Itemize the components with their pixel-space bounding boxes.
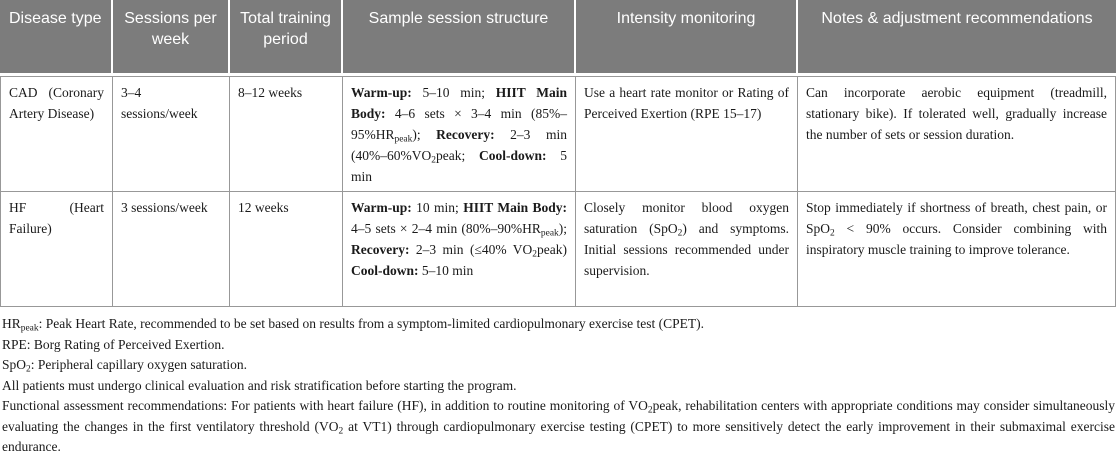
cell-disease-type: HF (Heart Failure) (0, 192, 113, 307)
footnote: Functional assessment recommendations: F… (2, 398, 1115, 454)
cell-total-training-period: 8–12 weeks (230, 76, 343, 192)
cell-sessions-per-week: 3 sessions/week (113, 192, 230, 307)
footnote: All patients must undergo clinical evalu… (2, 377, 517, 393)
hiit-protocol-table: Disease type Sessions per week Total train… (0, 0, 1116, 307)
footnote: RPE: Borg Rating of Perceived Exertion. (2, 336, 225, 352)
table-header-row: Disease type Sessions per week Total train… (0, 0, 1116, 76)
table-footnotes: HRpeak: Peak Heart Rate, recommended to … (0, 307, 1116, 458)
header-cell-intensity-monitoring: Intensity monitoring (576, 0, 798, 76)
footnote: SpO2: Peripheral capillary oxygen satura… (2, 357, 248, 375)
cell-sample-session-structure: Warm-up: 10 min; HIIT Main Body: 4–5 set… (343, 192, 576, 307)
header-cell-total-training-period: Total training period (230, 0, 343, 76)
header-cell-notes-recommendations: Notes & adjustment recommendations (798, 0, 1116, 76)
table-body: CAD (Coronary Artery Disease) 3–4 session… (0, 76, 1116, 307)
cell-disease-type: CAD (Coronary Artery Disease) (0, 76, 113, 192)
cell-notes-recommendations: Stop immediately if shortness of breath,… (798, 192, 1116, 307)
cell-notes-recommendations: Can incorporate aerobic equipment (tread… (798, 76, 1116, 192)
cell-sessions-per-week: 3–4 sessions/week (113, 76, 230, 192)
cell-intensity-monitoring: Use a heart rate monitor or Rating of Pe… (576, 76, 798, 192)
header-cell-sessions-per-week: Sessions per week (113, 0, 230, 76)
cell-total-training-period: 12 weeks (230, 192, 343, 307)
cell-sample-session-structure: Warm-up: 5–10 min; HIIT Main Body: 4–6 s… (343, 76, 576, 192)
table-row: CAD (Coronary Artery Disease) 3–4 session… (0, 76, 1116, 192)
header-cell-sample-session-structure: Sample session structure (343, 0, 576, 76)
footnote: HRpeak: Peak Heart Rate, recommended to … (2, 316, 705, 334)
table-row: HF (Heart Failure) 3 sessions/week 12 week… (0, 192, 1116, 307)
cell-intensity-monitoring: Closely monitor blood oxygen saturation … (576, 192, 798, 307)
table-header: Disease type Sessions per week Total train… (0, 0, 1116, 76)
header-cell-disease-type: Disease type (0, 0, 113, 76)
